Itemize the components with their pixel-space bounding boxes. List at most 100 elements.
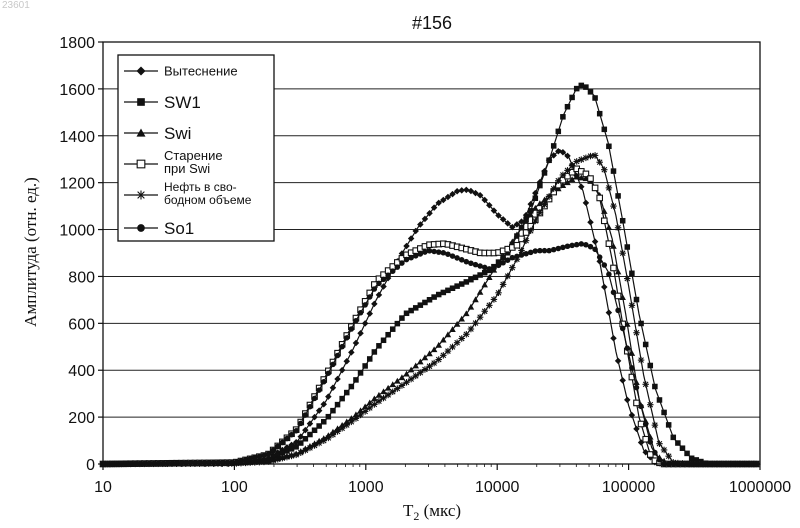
legend-marker-circle [137,224,145,232]
data-point [541,247,548,254]
data-point [472,296,479,303]
data-point [422,299,428,306]
data-point [366,356,373,362]
data-point [596,158,603,166]
data-point [334,352,341,359]
data-point [380,337,387,344]
data-point [362,363,368,369]
data-point [605,309,613,316]
data-point [361,320,369,327]
data-point [454,283,460,289]
data-point [440,352,447,359]
data-point [449,285,456,291]
data-point [477,263,483,269]
data-point [509,264,516,271]
data-point [522,237,530,244]
data-point [338,366,346,374]
data-point [348,418,355,426]
x-axis-title: T2 (мкс) [403,501,461,523]
data-point [541,201,548,208]
data-point [417,358,424,365]
data-point [449,190,456,198]
data-point [375,397,383,405]
data-point [421,215,429,223]
data-point [578,241,585,247]
data-point [555,148,562,155]
data-point [440,289,447,296]
data-point [568,176,576,183]
data-point [532,195,539,202]
data-point [394,377,401,384]
data-point [403,242,410,250]
data-point [555,177,562,184]
data-point [647,401,654,408]
data-point [440,336,447,343]
data-point [665,452,672,460]
data-point [316,423,322,429]
legend-item-1: SW1 [124,93,201,112]
x-axis-title-unit: (мкс) [419,501,461,520]
data-point [477,272,483,278]
data-point [449,343,456,351]
data-point [523,250,529,257]
data-point [334,375,341,383]
data-point [490,207,498,214]
data-point [629,365,635,371]
data-point [527,227,534,235]
data-point [541,170,548,176]
data-point [509,223,516,231]
data-point [495,262,502,269]
data-point [435,291,442,298]
data-point [343,421,350,429]
data-point [675,440,681,446]
data-point [606,143,612,150]
data-point [293,444,299,450]
data-point [491,265,497,271]
data-point [371,300,378,308]
data-point [302,426,309,434]
x-tick-label-1000: 1000 [348,479,384,496]
data-point [481,264,488,271]
data-point [560,114,566,120]
data-point [330,361,336,368]
data-point [338,425,346,432]
data-point [421,366,429,373]
data-point [591,152,599,159]
data-point [353,317,359,324]
data-point [421,354,429,361]
data-point [550,152,557,159]
data-point [408,254,414,261]
data-point [412,227,419,235]
data-point [385,272,391,279]
data-point [302,412,309,418]
data-point [293,428,299,434]
data-point [334,401,341,408]
legend-marker-star [136,190,146,200]
data-point [504,250,511,256]
data-point [486,202,493,209]
data-point [297,420,304,427]
data-point [587,219,594,226]
data-point [592,246,598,253]
data-point [596,110,603,117]
data-point [320,379,327,385]
y-tick-label-0: 0 [86,457,95,474]
data-point [513,241,521,249]
data-point [242,457,249,463]
legend-box [117,54,275,242]
data-point [615,307,621,314]
data-point [468,260,474,267]
data-point [583,84,589,90]
data-point [329,384,337,392]
data-point [642,435,649,443]
data-point [283,453,291,461]
legend-label: SW1 [164,93,201,112]
data-point [656,440,663,447]
data-point [536,209,544,216]
data-point [472,319,479,327]
data-point [527,208,534,214]
data-point [532,204,539,211]
data-point [302,436,309,442]
data-point [564,152,571,160]
data-point [532,248,539,254]
